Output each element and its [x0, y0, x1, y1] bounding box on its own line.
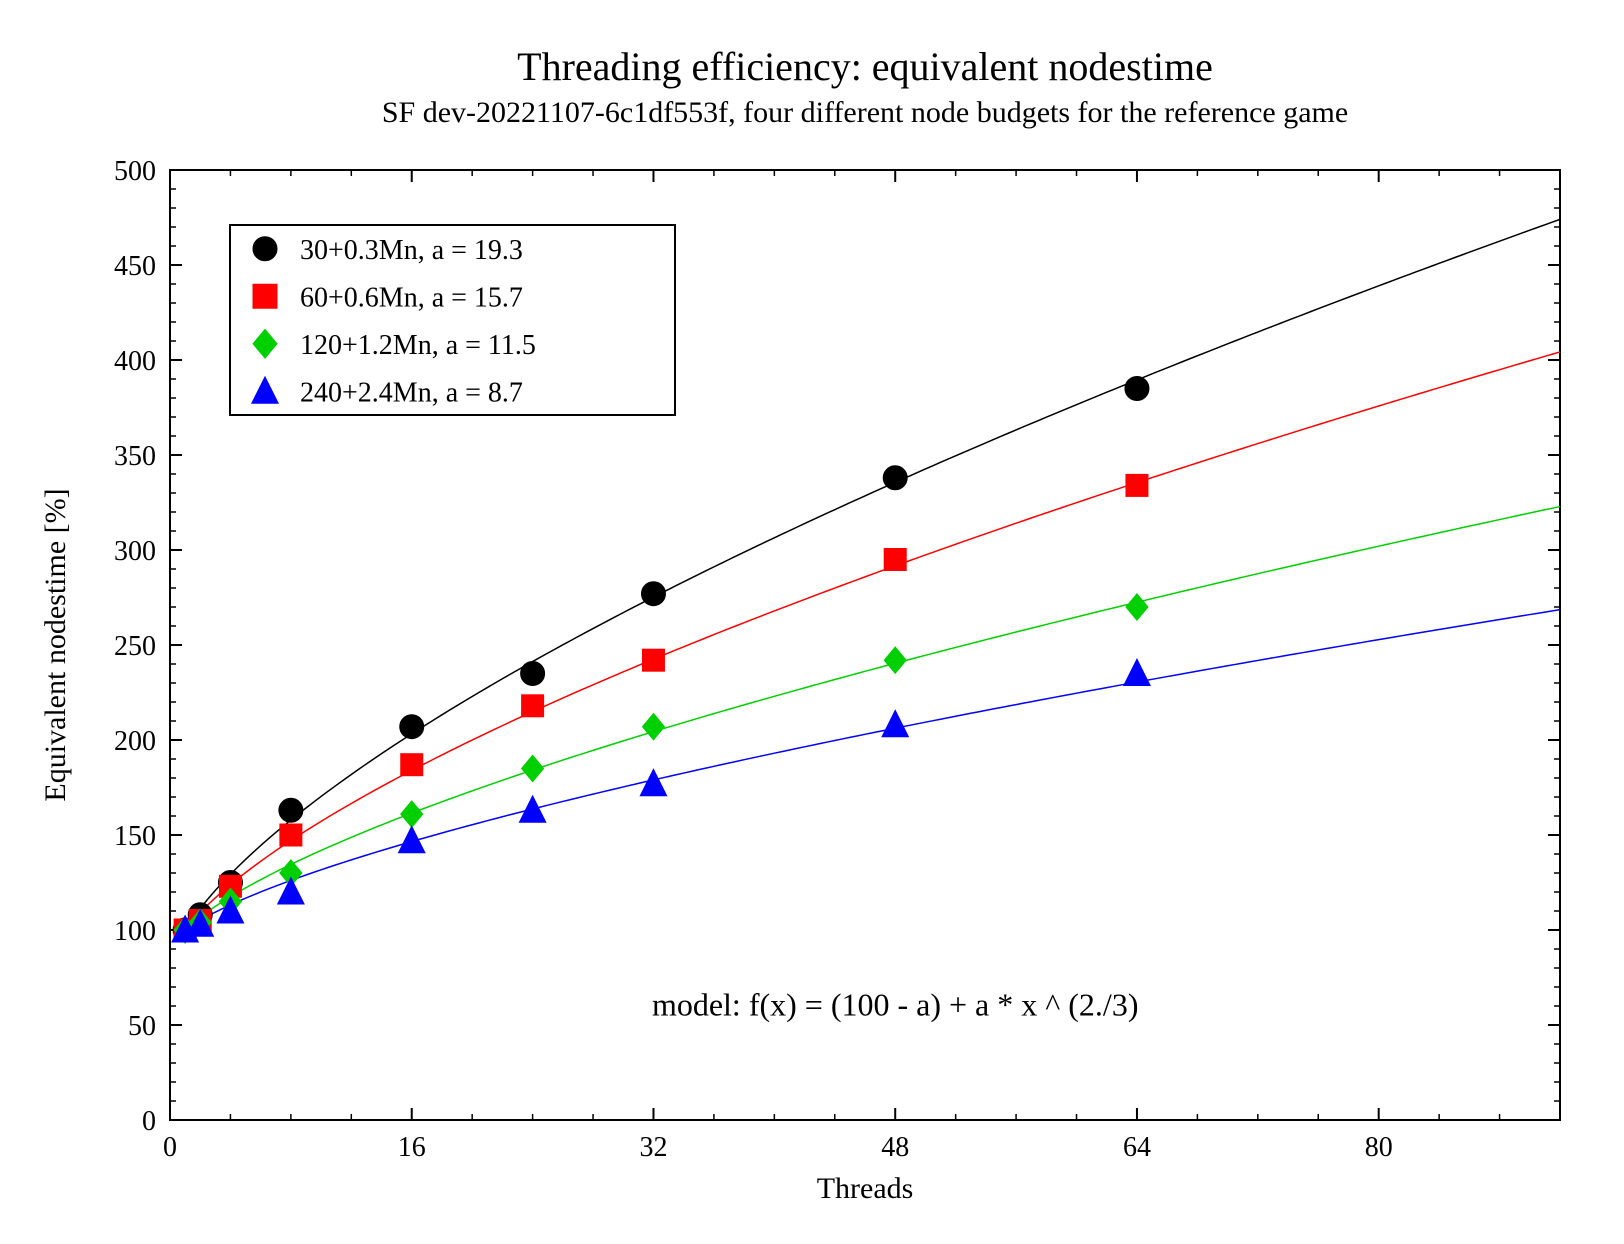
x-axis-label: Threads	[817, 1172, 914, 1205]
data-point-3	[278, 878, 304, 904]
data-point-2	[642, 714, 664, 740]
x-tick-label: 0	[163, 1132, 177, 1163]
chart-container: Threading efficiency: equivalent nodesti…	[0, 0, 1624, 1244]
data-point-1	[280, 824, 302, 846]
x-tick-label: 64	[1123, 1132, 1151, 1163]
fit-line-1	[185, 352, 1560, 930]
legend-label-0: 30+0.3Mn, a = 19.3	[300, 235, 523, 266]
x-tick-label: 48	[881, 1132, 909, 1163]
data-point-1	[401, 754, 423, 776]
y-tick-label: 350	[114, 441, 156, 472]
x-tick-label: 32	[639, 1132, 667, 1163]
chart-subtitle: SF dev-20221107-6c1df553f, four differen…	[382, 96, 1348, 129]
y-tick-label: 0	[142, 1106, 156, 1137]
fit-line-3	[185, 610, 1560, 930]
y-tick-label: 500	[114, 156, 156, 187]
y-tick-label: 50	[128, 1011, 156, 1042]
data-point-0	[641, 582, 665, 606]
legend-label-2: 120+1.2Mn, a = 11.5	[300, 330, 536, 361]
y-tick-label: 300	[114, 536, 156, 567]
data-point-0	[883, 466, 907, 490]
x-tick-label: 80	[1365, 1132, 1393, 1163]
legend-marker-0	[253, 237, 277, 261]
data-point-3	[882, 710, 908, 736]
y-tick-label: 450	[114, 251, 156, 282]
data-point-1	[642, 649, 664, 671]
data-point-2	[401, 801, 423, 827]
y-axis-label: Equivalent nodestime [%]	[39, 488, 72, 801]
data-point-1	[1126, 474, 1148, 496]
x-tick-label: 16	[398, 1132, 426, 1163]
chart-title: Threading efficiency: equivalent nodesti…	[517, 44, 1213, 89]
y-tick-label: 150	[114, 821, 156, 852]
data-point-2	[1126, 594, 1148, 620]
y-tick-label: 400	[114, 346, 156, 377]
data-point-3	[519, 796, 545, 822]
data-point-1	[884, 549, 906, 571]
y-tick-label: 200	[114, 726, 156, 757]
legend-label-3: 240+2.4Mn, a = 8.7	[300, 377, 523, 408]
data-point-2	[884, 647, 906, 673]
chart-svg: Threading efficiency: equivalent nodesti…	[0, 0, 1624, 1244]
data-point-0	[521, 662, 545, 686]
data-point-0	[400, 715, 424, 739]
model-annotation: model: f(x) = (100 - a) + a * x ^ (2./3)	[652, 987, 1139, 1023]
data-point-0	[279, 798, 303, 822]
data-point-2	[522, 755, 544, 781]
legend-label-1: 60+0.6Mn, a = 15.7	[300, 282, 523, 313]
data-point-3	[1124, 659, 1150, 685]
y-tick-label: 100	[114, 916, 156, 947]
legend-marker-1	[253, 284, 277, 308]
fit-line-2	[185, 507, 1560, 930]
y-tick-label: 250	[114, 631, 156, 662]
data-point-0	[1125, 377, 1149, 401]
data-point-1	[522, 695, 544, 717]
